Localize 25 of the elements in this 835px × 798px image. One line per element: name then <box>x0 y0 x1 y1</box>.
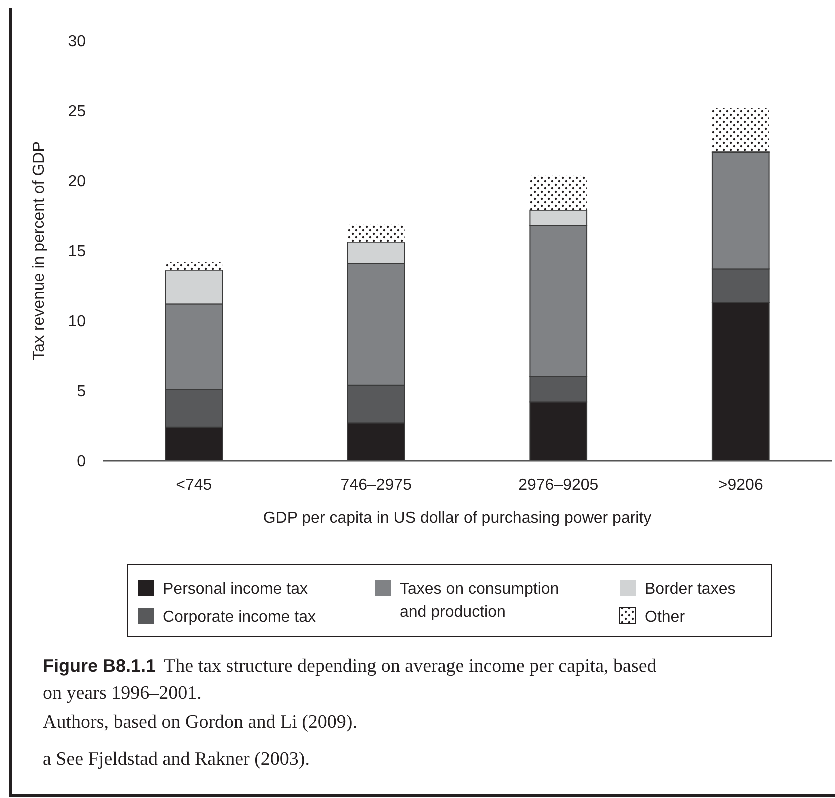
text: a See Fjeldstad and Rakner (2003). <box>43 749 310 770</box>
text: Authors, based on Gordon and Li (2009). <box>43 712 358 733</box>
y-axis-title: Tax revenue in percent of GDP <box>31 142 48 360</box>
y-tick-label: 15 <box>68 244 86 261</box>
x-tick-label: 746–2975 <box>340 477 412 494</box>
x-axis-title: GDP per capita in US dollar of purchasing power parity <box>263 510 652 527</box>
bar <box>348 224 405 243</box>
caption: Figure B8.1.1 The tax structure depending on average income per capita, based on years 1996–2001. <box>43 656 658 704</box>
x-tick-label: 2976–9205 <box>518 477 599 494</box>
x-tick-label: <745 <box>176 477 212 494</box>
y-tick-label: 25 <box>68 104 86 121</box>
y-tick-label: 0 <box>77 454 86 471</box>
y-tick-label: 5 <box>77 384 86 401</box>
legend-label: Border taxes <box>645 581 736 598</box>
legend-label: Taxes on consumption and production <box>400 581 560 621</box>
y-tick-label: 30 <box>68 34 86 51</box>
x-tick-label: >9206 <box>718 477 764 494</box>
y-tick-label: 20 <box>68 174 86 191</box>
bar <box>166 262 223 271</box>
legend-label: Personal income tax <box>163 581 308 598</box>
bar <box>530 175 588 210</box>
bar <box>712 108 770 152</box>
y-tick-label: 10 <box>68 314 86 331</box>
legend-label: Corporate income tax <box>163 609 316 626</box>
legend-label: Other <box>645 609 686 626</box>
